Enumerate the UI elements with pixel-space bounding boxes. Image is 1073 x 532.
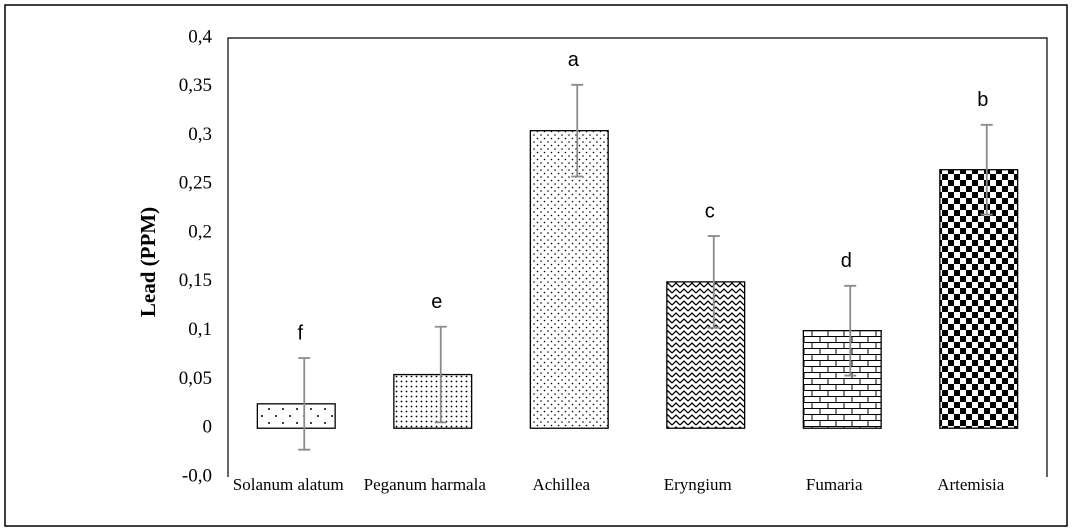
significance-letter: c	[705, 200, 715, 222]
bar	[393, 373, 473, 429]
y-tick-label: 0,3	[188, 124, 212, 145]
significance-letter: a	[568, 49, 580, 71]
error-bar	[980, 123, 993, 216]
error-bar	[298, 357, 311, 451]
y-tick-label: 0,2	[188, 221, 212, 242]
significance-letter: b	[977, 89, 988, 111]
plot-frame	[227, 37, 1048, 477]
y-tick-label: 0,25	[179, 173, 212, 194]
y-tick-label: 0,35	[179, 75, 212, 96]
y-axis-label: Lead (PPM)	[136, 207, 160, 317]
bar	[939, 169, 1019, 429]
error-bar	[571, 83, 584, 178]
bar	[802, 330, 882, 429]
significance-letter: f	[297, 322, 303, 344]
bar	[529, 130, 609, 429]
error-bar	[707, 235, 720, 329]
x-tick-label: Achillea	[532, 475, 590, 494]
x-tick-label: Eryngium	[664, 475, 732, 494]
y-tick-label: 0,4	[188, 26, 212, 47]
y-tick-label: 0,05	[179, 368, 212, 389]
x-tick-label: Solanum alatum	[233, 475, 344, 494]
outer-border	[4, 4, 1068, 527]
significance-letter: e	[431, 291, 442, 313]
y-tick-label: 0,15	[179, 270, 212, 291]
x-tick-label: Peganum harmala	[364, 475, 487, 494]
y-tick-label: -0,0	[182, 465, 212, 486]
bar	[256, 403, 336, 429]
error-bar	[434, 325, 447, 424]
y-tick-label: 0	[203, 417, 213, 438]
y-tick-label: 0,1	[188, 319, 212, 340]
significance-letter: d	[841, 250, 852, 272]
x-tick-label: Fumaria	[806, 475, 863, 494]
bar	[666, 281, 746, 429]
x-tick-label: Artemisia	[937, 475, 1004, 494]
error-bar	[844, 284, 857, 377]
